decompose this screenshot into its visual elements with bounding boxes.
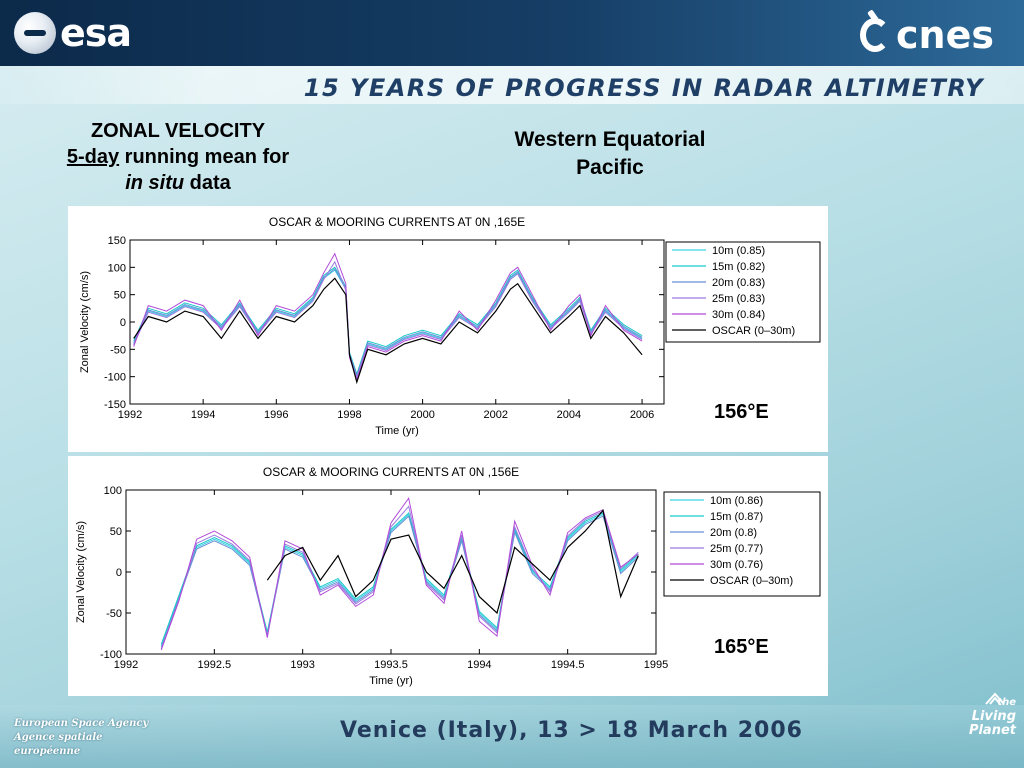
agency-name-fr: Agence spatiale européenne [14,732,103,757]
legend-entry: OSCAR (0–30m) [710,575,793,587]
x-tick-label: 2002 [484,409,508,421]
y-tick-label: 150 [108,235,126,247]
series-line-3 [133,260,643,380]
banner-strip [0,66,1024,104]
y-tick-label: 100 [104,485,122,497]
x-tick-label: 1992 [118,409,142,421]
esa-logo: esa [14,10,132,56]
x-tick-label: 1998 [337,409,361,421]
x-tick-label: 1994 [191,409,215,421]
x-tick-label: 1992 [114,659,138,671]
legend-entry: OSCAR (0–30m) [712,325,795,337]
y-tick-label: 0 [116,567,122,579]
agency-name: European Space Agency Agence spatiale eu… [14,717,154,759]
x-tick-label: 1996 [264,409,288,421]
y-tick-label: 0 [120,317,126,329]
header-bar: esa cnes [0,0,1024,66]
x-tick-label: 2006 [630,409,654,421]
legend-entry: 15m (0.87) [710,511,763,523]
legend-entry: 25m (0.77) [710,543,763,555]
y-axis-label: Zonal Velocity (cm/s) [75,521,87,623]
location-label-top: 156°E [714,401,769,423]
legend-entry: 30m (0.76) [710,559,763,571]
x-tick-label: 1993.5 [374,659,408,671]
right-title-line1: Western Equatorial [514,128,706,151]
living-planet-text: Living Planet [968,709,1016,738]
x-tick-label: 1995 [644,659,668,671]
plot-area [129,239,665,405]
legend-box [665,241,821,343]
y-tick-label: -100 [104,372,126,384]
left-title-line2: 5-day running mean for [28,144,328,170]
legend-entry: 20m (0.83) [712,277,765,289]
series-line-0 [133,269,643,379]
y-tick-label: 50 [110,526,122,538]
series-line-1 [133,266,643,376]
legend-entry: 10m (0.86) [710,495,763,507]
legend-box [663,491,821,597]
y-tick-label: -150 [104,399,126,411]
footer-bar [0,705,1024,768]
left-title-underlined: 5-day [66,146,120,168]
x-tick-label: 2004 [557,409,581,421]
living-planet-mark-icon [985,692,1005,705]
cnes-logo-mark-icon [860,18,891,52]
living-planet-logo: the Living Planet [936,696,1016,738]
chart-title: OSCAR & MOORING CURRENTS AT 0N ,156E [263,465,519,479]
x-axis-label: Time (yr) [369,675,413,687]
y-tick-label: -50 [106,608,122,620]
esa-logo-mark-icon [14,12,56,54]
left-title-line1: ZONAL VELOCITY [90,120,266,142]
y-tick-label: -100 [100,649,122,661]
y-tick-label: -50 [110,344,126,356]
chart-top-svg: OSCAR & MOORING CURRENTS AT 0N ,165E -150… [79,215,821,437]
x-axis-label: Time (yr) [375,425,419,437]
living-planet-the: the [997,697,1016,708]
x-tick-label: 1994.5 [551,659,585,671]
x-tick-label: 1993 [290,659,314,671]
left-title-line3-rest: data [184,172,231,194]
cnes-logo-text: cnes [896,13,994,57]
x-tick-label: 1994 [467,659,491,671]
series-line-4 [133,252,643,381]
chart-panel-bottom: OSCAR & MOORING CURRENTS AT 0N ,156E -100… [68,456,828,696]
legend-entry: 25m (0.83) [712,293,765,305]
left-title-line2-rest: running mean for [119,146,290,168]
x-tick-label: 2000 [410,409,434,421]
agency-name-en: European Space Agency [14,718,149,729]
left-title-line3: in situ data [28,170,328,196]
venue-dates: Venice (Italy), 13 > 18 March 2006 [340,718,803,743]
plot-area [125,489,657,655]
chart-panel-top: OSCAR & MOORING CURRENTS AT 0N ,165E -150… [68,206,828,452]
left-title-italic: in situ [125,172,185,194]
location-label-bottom: 165°E [714,636,769,658]
x-tick-label: 1992.5 [198,659,232,671]
banner-title: 15 YEARS OF PROGRESS IN RADAR ALTIMETRY [303,74,984,102]
chart-bottom-svg: OSCAR & MOORING CURRENTS AT 0N ,156E -100… [75,465,821,687]
legend-entry: 30m (0.84) [712,309,765,321]
chart-title: OSCAR & MOORING CURRENTS AT 0N ,165E [269,215,525,229]
cnes-logo: cnes [860,10,994,60]
series-line-5 [133,277,643,385]
legend-entry: 10m (0.85) [712,245,765,257]
y-tick-label: 100 [108,262,126,274]
legend-entry: 15m (0.82) [712,261,765,273]
left-title: ZONAL VELOCITY 5-day running mean for in… [28,118,328,196]
right-title: Western Equatorial Pacific [470,126,750,182]
y-tick-label: 50 [114,290,126,302]
y-axis-label: Zonal Velocity (cm/s) [79,271,91,373]
right-title-line2: Pacific [576,156,644,179]
esa-logo-text: esa [60,11,132,55]
legend-entry: 20m (0.8) [710,527,757,539]
series-line-5 [266,509,639,615]
